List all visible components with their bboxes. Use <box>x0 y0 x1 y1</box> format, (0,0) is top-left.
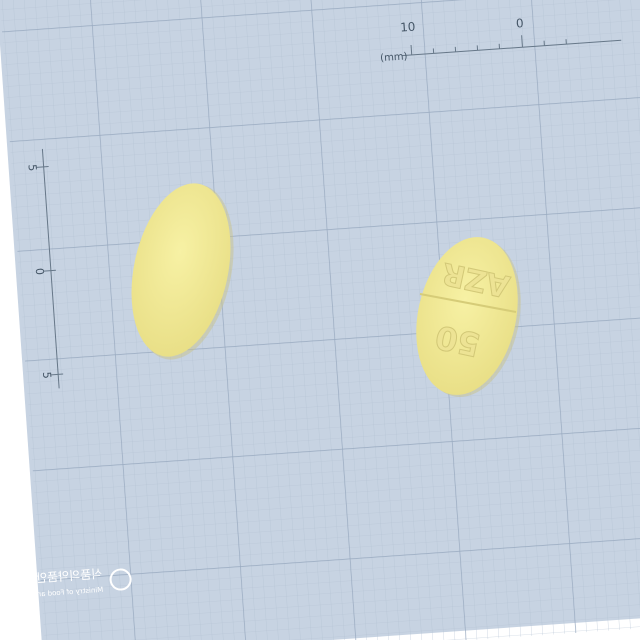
ruler-label: 0 <box>33 268 46 276</box>
ruler-label: 0 <box>515 16 524 30</box>
imprint: 50 <box>432 318 483 364</box>
ruler-label: 10 <box>400 20 416 35</box>
top-ruler <box>401 35 622 57</box>
ruler-unit: (mm) <box>380 51 408 64</box>
watermark-korean: 식품의약품안전처 <box>14 566 103 587</box>
score-line <box>419 293 517 313</box>
ruler-label: 5 <box>25 164 38 172</box>
pill-back <box>131 183 231 357</box>
left-ruler <box>36 148 64 389</box>
ruler-label: 5 <box>40 371 53 379</box>
pill-front <box>416 237 518 395</box>
